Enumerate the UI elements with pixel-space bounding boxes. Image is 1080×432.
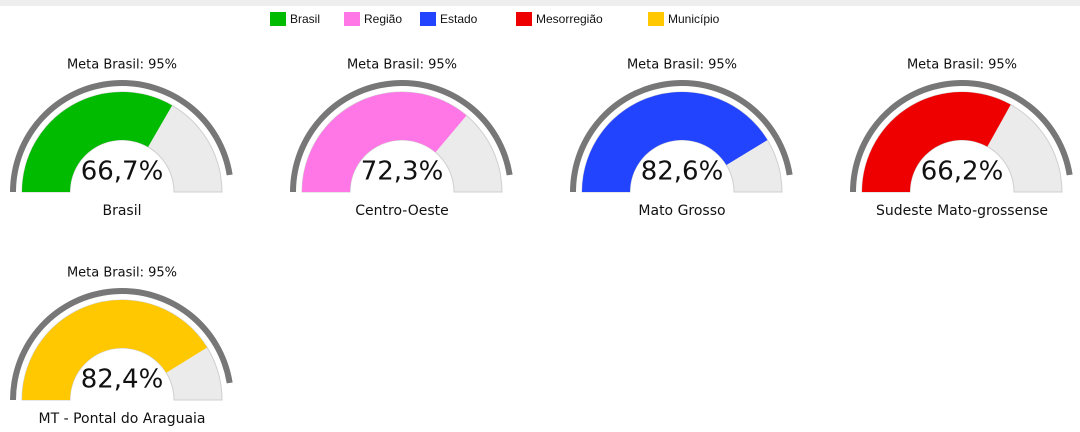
gauge-value xyxy=(302,91,467,192)
value-label: 72,3% xyxy=(361,157,444,187)
legend-label: Município xyxy=(668,12,720,26)
target-label: Meta Brasil: 95% xyxy=(907,58,1017,73)
target-label: Meta Brasil: 95% xyxy=(347,58,457,73)
target-label: Meta Brasil: 95% xyxy=(67,266,177,281)
legend-label: Brasil xyxy=(290,12,320,26)
legend-swatch xyxy=(344,12,360,26)
value-label: 82,4% xyxy=(81,365,164,395)
legend-swatch xyxy=(648,12,664,26)
legend-swatch xyxy=(516,12,532,26)
gauge-title: Centro-Oeste xyxy=(355,203,449,219)
gauge-value xyxy=(862,91,1011,192)
legend-label: Mesorregião xyxy=(536,12,603,26)
legend-label: Estado xyxy=(440,12,478,26)
gauge-title: Sudeste Mato-grossense xyxy=(876,203,1048,219)
value-label: 82,6% xyxy=(641,157,724,187)
legend-swatch xyxy=(420,12,436,26)
target-label: Meta Brasil: 95% xyxy=(67,58,177,73)
gauge-title: MT - Pontal do Araguaia xyxy=(39,411,206,427)
gauge-value xyxy=(22,299,208,400)
legend-label: Região xyxy=(364,12,402,26)
gauge-value xyxy=(582,91,768,192)
gauge-title: Brasil xyxy=(102,203,141,219)
gauge-value xyxy=(22,92,173,192)
value-label: 66,7% xyxy=(81,157,164,187)
top-strip xyxy=(0,0,1080,6)
target-label: Meta Brasil: 95% xyxy=(627,58,737,73)
legend-swatch xyxy=(270,12,286,26)
gauge-title: Mato Grosso xyxy=(638,203,725,219)
value-label: 66,2% xyxy=(921,157,1004,187)
